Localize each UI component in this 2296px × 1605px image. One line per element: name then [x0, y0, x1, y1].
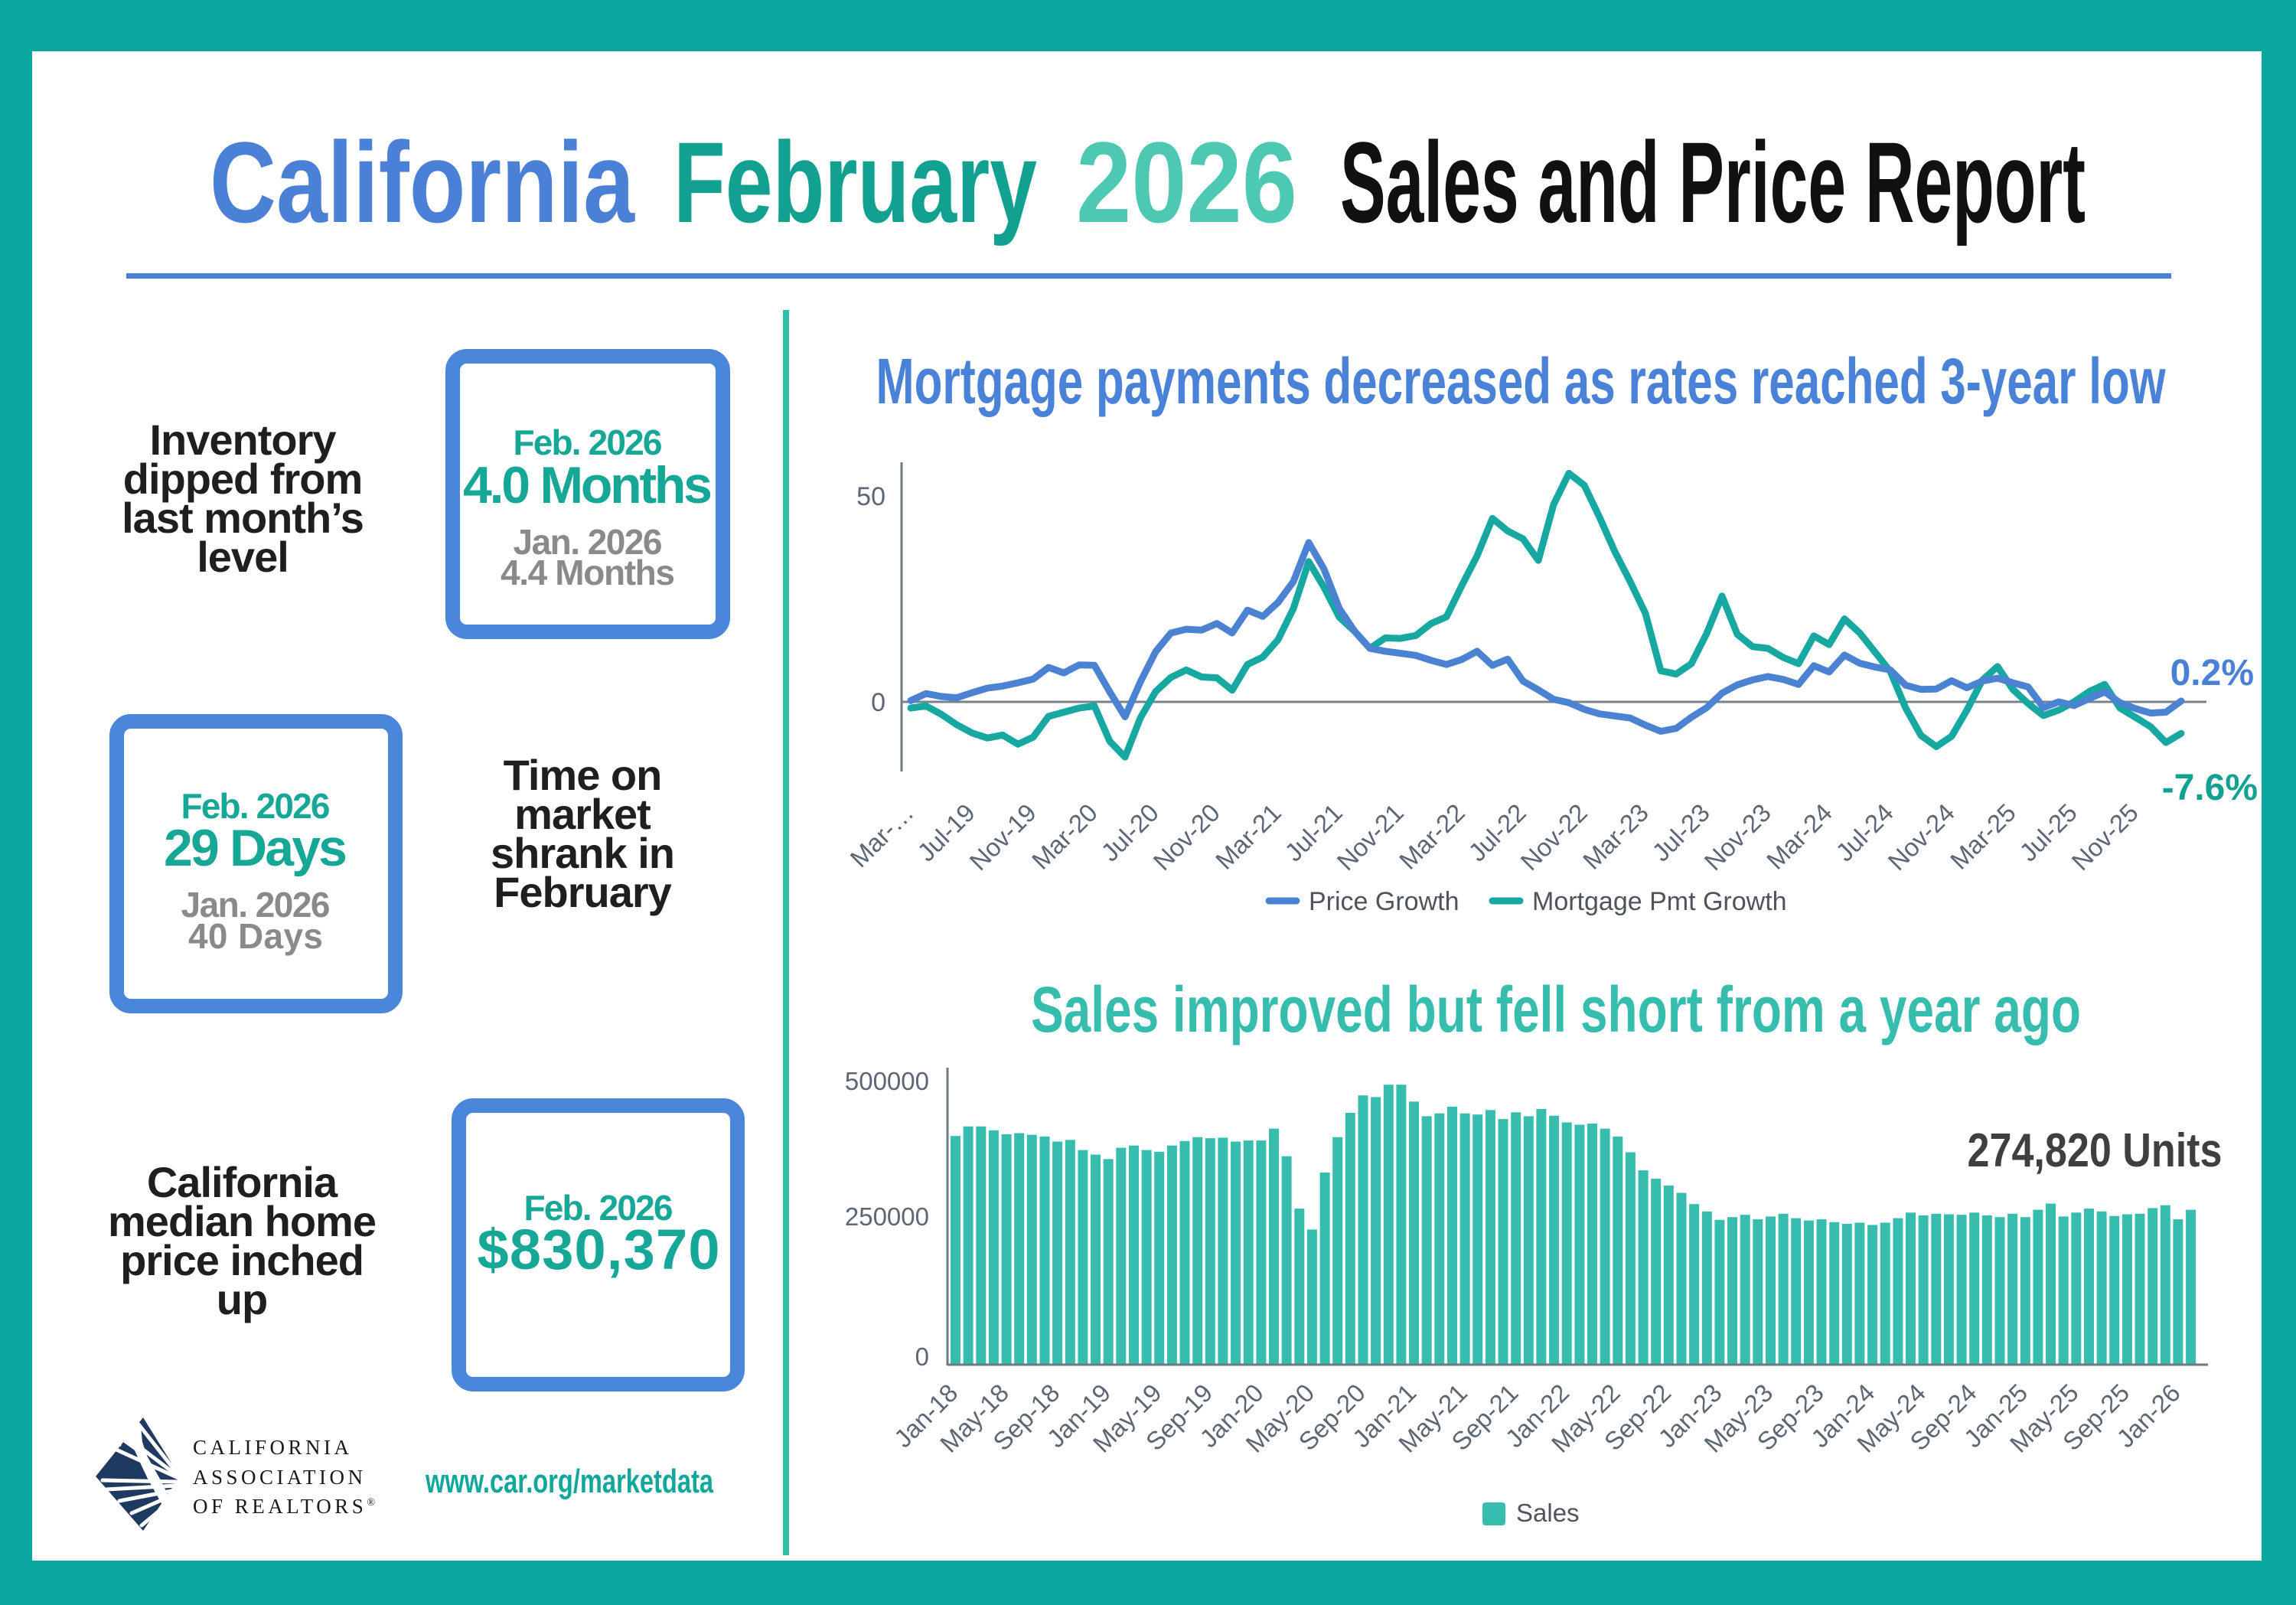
svg-text:Mar-25: Mar-25	[1945, 798, 2021, 875]
svg-text:Mar-24: Mar-24	[1761, 798, 1838, 875]
svg-text:-7.6%: -7.6%	[2162, 768, 2258, 808]
svg-text:Sales: Sales	[1516, 1499, 1580, 1527]
svg-text:Sales and Price Report: Sales and Price Report	[1340, 118, 2086, 246]
svg-text:500000: 500000	[845, 1067, 929, 1095]
svg-text:ASSOCIATION: ASSOCIATION	[193, 1466, 367, 1489]
svg-text:Nov-21: Nov-21	[1332, 798, 1409, 876]
svg-text:4.4 Months: 4.4 Months	[501, 553, 675, 592]
svg-text:4.0 Months: 4.0 Months	[463, 456, 713, 514]
svg-text:February: February	[673, 118, 1037, 246]
svg-text:Mar-21: Mar-21	[1210, 798, 1287, 875]
svg-text:Nov-25: Nov-25	[2066, 798, 2144, 876]
svg-text:Mar-22: Mar-22	[1394, 798, 1470, 875]
svg-text:Nov-23: Nov-23	[1699, 798, 1776, 876]
svg-text:Mar-…: Mar-…	[844, 798, 918, 873]
svg-text:29 Days: 29 Days	[164, 819, 347, 877]
svg-text:2026: 2026	[1076, 118, 1297, 246]
svg-text:Nov-24: Nov-24	[1883, 798, 1960, 876]
svg-text:250000: 250000	[845, 1202, 929, 1231]
svg-text:OF REALTORS®: OF REALTORS®	[193, 1495, 378, 1518]
svg-text:CALIFORNIA: CALIFORNIA	[193, 1436, 353, 1459]
svg-text:0.2%: 0.2%	[2170, 653, 2254, 693]
svg-text:Feb. 2026: Feb. 2026	[524, 1188, 673, 1228]
svg-text:Nov-20: Nov-20	[1148, 798, 1225, 876]
svg-text:$830,370: $830,370	[478, 1218, 720, 1281]
svg-text:0: 0	[871, 688, 885, 717]
svg-text:Nov-19: Nov-19	[964, 798, 1042, 876]
svg-text:40 Days: 40 Days	[188, 916, 323, 956]
svg-text:California: California	[210, 118, 635, 246]
svg-text:Jan. 2026: Jan. 2026	[514, 522, 663, 562]
svg-text:Jan. 2026: Jan. 2026	[181, 885, 331, 925]
svg-text:Mar-20: Mar-20	[1026, 798, 1103, 875]
svg-text:Mortgage payments decreased as: Mortgage payments decreased as rates rea…	[876, 345, 2166, 417]
svg-text:0: 0	[915, 1342, 929, 1371]
svg-text:www.car.org/marketdata: www.car.org/marketdata	[425, 1463, 713, 1500]
svg-text:Mar-23: Mar-23	[1577, 798, 1654, 875]
svg-text:Mortgage Pmt Growth: Mortgage Pmt Growth	[1532, 887, 1787, 916]
svg-text:Feb. 2026: Feb. 2026	[181, 786, 331, 826]
svg-text:274,820 Units: 274,820 Units	[1968, 1124, 2223, 1177]
svg-text:Feb. 2026: Feb. 2026	[514, 422, 663, 462]
svg-text:Nov-22: Nov-22	[1515, 798, 1593, 876]
svg-text:Price Growth: Price Growth	[1309, 887, 1459, 916]
svg-text:Sales improved but fell short: Sales improved but fell short from a yea…	[1031, 974, 2081, 1046]
svg-text:50: 50	[856, 482, 885, 511]
